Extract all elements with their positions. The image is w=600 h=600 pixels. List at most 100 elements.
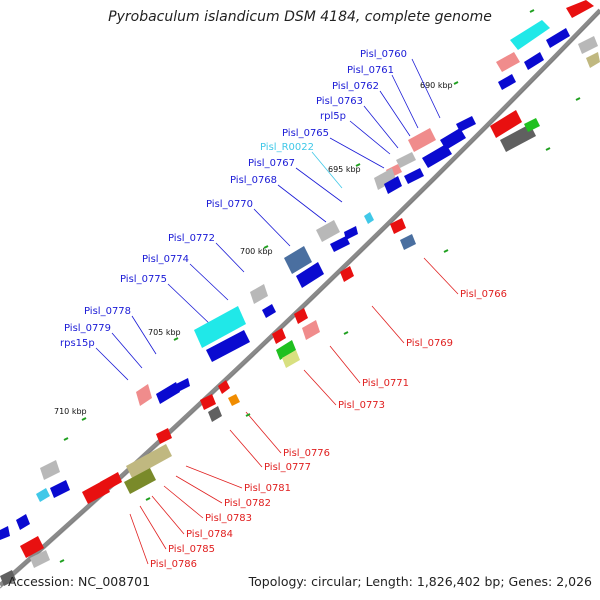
accession-text: Accession: NC_008701 [8,574,151,589]
gene-block [586,52,600,68]
label-pisl-0784: Pisl_0784 [186,529,233,540]
gene-block [200,394,216,410]
label-pisl-0765: Pisl_0765 [282,128,329,139]
reverse-connectors [129,257,459,565]
gene-block [126,444,172,478]
label-pisl-0771: Pisl_0771 [362,378,409,389]
label-pisl-0785: Pisl_0785 [168,544,215,555]
gene-block [374,168,396,190]
label-pisl-0782: Pisl_0782 [224,498,271,509]
gene-block [176,378,190,392]
label-pisl-0781: Pisl_0781 [244,483,291,494]
gene-block [524,52,544,70]
label-pisl-0775: Pisl_0775 [120,274,167,285]
gene-block [0,526,10,540]
gene-block [20,536,44,558]
tick-label-705: 705 kbp [148,328,181,337]
label-pisl-0778: Pisl_0778 [84,306,131,317]
gene-block [218,380,230,394]
gene-block [408,128,436,152]
gene-block [364,212,374,224]
gene-block [206,330,250,362]
gene-block [16,514,30,530]
label-rps15p: rps15p [60,338,95,349]
gene-block [510,20,550,50]
label-pisl-0786: Pisl_0786 [150,559,197,570]
label-rpl5p: rpl5p [320,111,346,122]
gene-block [282,350,300,368]
label-pisl-0760: Pisl_0760 [360,49,407,60]
label-pisl-r0022: Pisl_R0022 [260,142,314,153]
gene-block [384,176,402,194]
gene-block [30,550,50,568]
label-pisl-0766: Pisl_0766 [460,289,507,300]
gene-block [208,406,222,422]
label-pisl-0770: Pisl_0770 [206,199,253,210]
label-pisl-0779: Pisl_0779 [64,323,111,334]
gene-block [284,246,312,274]
gene-block [396,152,416,168]
gene-block [524,118,540,132]
tick-label-695: 695 kbp [328,165,361,174]
gene-block [340,266,354,282]
gene-block [344,226,358,240]
tick-label-700: 700 kbp [240,247,273,256]
gene-block [136,384,152,406]
map-title: Pyrobaculum islandicum DSM 4184, complet… [108,9,492,25]
gene-block [404,168,424,184]
gene-block [0,570,16,586]
gene-block [422,144,452,168]
label-pisl-0777: Pisl_0777 [264,462,311,473]
gene-block [456,116,476,132]
forward-labels: Pisl_0760 Pisl_0761 Pisl_0762 Pisl_0763 … [60,49,407,349]
gene-block [250,284,268,304]
label-pisl-0768: Pisl_0768 [230,175,277,186]
gene-block [124,468,156,494]
gene-block [440,128,466,150]
gene-block [390,218,406,234]
tick-label-710: 710 kbp [54,407,87,416]
gene-block [578,36,598,54]
gene-block [50,480,70,498]
gene-block [40,460,60,480]
scale-ticks [59,9,581,563]
gene-block [330,236,350,252]
gene-block [496,52,520,72]
gene-block [100,472,122,492]
genome-backbone [0,8,600,587]
gene-block [400,234,416,250]
gene-block [276,340,296,360]
tick-label-690: 690 kbp [420,81,453,90]
label-pisl-0776: Pisl_0776 [283,448,330,459]
forward-connectors [95,58,441,381]
gene-block [296,262,324,288]
label-pisl-0769: Pisl_0769 [406,338,453,349]
gene-block [498,74,516,90]
label-pisl-0767: Pisl_0767 [248,158,295,169]
label-pisl-0783: Pisl_0783 [205,513,252,524]
label-pisl-0772: Pisl_0772 [168,233,215,244]
forward-genes [0,0,594,540]
reverse-genes [0,36,600,586]
label-pisl-0773: Pisl_0773 [338,400,385,411]
label-pisl-0761: Pisl_0761 [347,65,394,76]
label-pisl-0774: Pisl_0774 [142,254,189,265]
gene-block [316,220,340,242]
gene-block [500,124,536,152]
label-pisl-0763: Pisl_0763 [316,96,363,107]
gene-block [156,382,180,404]
gene-block [36,488,50,502]
gene-block [302,320,320,340]
gene-block [566,0,594,18]
gene-block [156,428,172,444]
label-pisl-0762: Pisl_0762 [332,81,379,92]
gene-block [294,308,308,324]
gene-block [262,304,276,318]
gene-block [490,110,522,138]
genome-summary-text: Topology: circular; Length: 1,826,402 bp… [248,574,592,589]
gene-block [546,28,570,48]
gene-block [272,328,286,344]
gene-block [228,394,240,406]
